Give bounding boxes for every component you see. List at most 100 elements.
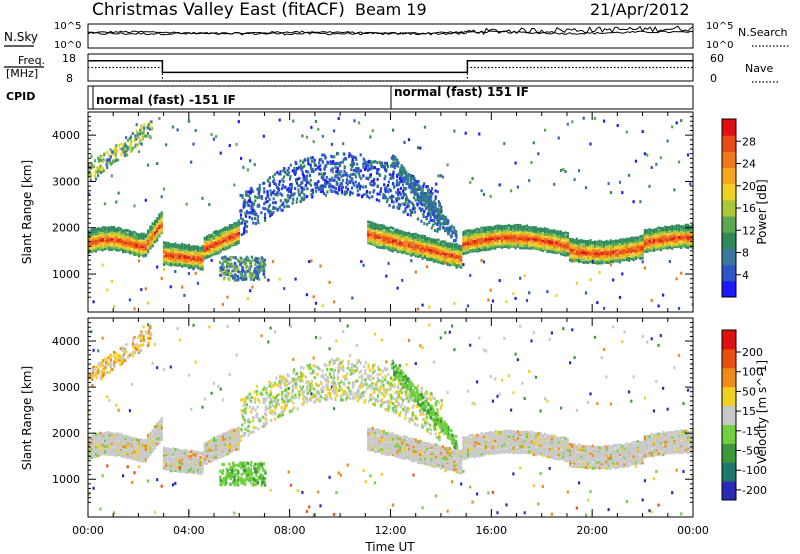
data-point bbox=[203, 244, 206, 248]
data-point bbox=[158, 434, 161, 437]
data-point bbox=[421, 191, 424, 195]
data-point bbox=[373, 228, 377, 232]
data-point bbox=[115, 227, 118, 231]
data-point bbox=[510, 227, 513, 231]
data-point bbox=[268, 181, 271, 185]
data-point bbox=[206, 243, 209, 247]
data-point bbox=[108, 431, 111, 435]
data-point bbox=[110, 228, 113, 232]
data-point bbox=[206, 458, 209, 462]
data-point bbox=[97, 156, 100, 160]
data-point bbox=[435, 249, 438, 253]
data-point bbox=[399, 203, 402, 207]
data-point bbox=[331, 155, 334, 159]
data-point bbox=[673, 233, 676, 237]
data-point bbox=[319, 264, 322, 268]
data-point bbox=[528, 244, 531, 248]
data-point bbox=[176, 263, 179, 267]
data-point bbox=[460, 258, 463, 262]
data-point bbox=[215, 246, 218, 250]
data-point bbox=[390, 198, 393, 202]
data-point bbox=[133, 307, 136, 311]
data-point bbox=[409, 176, 412, 180]
data-point bbox=[131, 233, 134, 236]
data-point bbox=[224, 238, 227, 242]
data-point bbox=[510, 244, 513, 248]
data-point bbox=[92, 452, 95, 456]
data-point bbox=[471, 236, 474, 240]
data-point bbox=[208, 234, 211, 238]
data-point bbox=[423, 242, 426, 246]
data-point bbox=[106, 288, 109, 292]
data-point bbox=[212, 236, 215, 240]
data-point bbox=[273, 178, 276, 182]
data-point bbox=[149, 120, 152, 124]
data-point bbox=[279, 192, 282, 196]
data-point bbox=[430, 226, 433, 230]
data-point bbox=[153, 342, 156, 346]
data-point bbox=[675, 228, 678, 232]
data-point bbox=[593, 256, 597, 260]
data-point bbox=[392, 170, 395, 174]
data-point bbox=[646, 238, 649, 242]
data-point bbox=[507, 241, 510, 245]
data-point bbox=[491, 235, 494, 239]
data-point bbox=[469, 180, 472, 184]
data-point bbox=[301, 170, 304, 174]
data-point bbox=[97, 232, 100, 235]
data-point bbox=[589, 252, 592, 256]
data-point bbox=[367, 235, 370, 239]
data-point bbox=[181, 461, 184, 465]
data-point bbox=[113, 147, 116, 151]
data-point bbox=[187, 272, 190, 276]
data-point bbox=[309, 163, 312, 167]
data-point bbox=[242, 231, 245, 235]
data-point bbox=[544, 238, 547, 242]
data-point bbox=[510, 225, 513, 228]
data-point bbox=[371, 195, 374, 199]
data-point bbox=[525, 232, 529, 236]
data-point bbox=[250, 211, 253, 215]
data-point bbox=[446, 255, 449, 259]
data-point bbox=[421, 303, 424, 307]
data-point bbox=[498, 279, 501, 283]
data-point bbox=[160, 228, 163, 232]
data-point bbox=[466, 304, 470, 308]
data-point bbox=[117, 441, 120, 445]
data-point bbox=[402, 166, 405, 170]
data-point bbox=[311, 191, 315, 194]
data-point bbox=[464, 237, 467, 241]
data-point bbox=[446, 258, 449, 262]
data-point bbox=[440, 205, 443, 209]
data-point bbox=[125, 149, 128, 153]
data-point bbox=[149, 432, 152, 436]
data-point bbox=[187, 263, 190, 267]
data-point bbox=[92, 454, 95, 458]
data-point bbox=[92, 246, 95, 250]
data-point bbox=[110, 244, 113, 247]
data-point bbox=[212, 241, 215, 244]
data-point bbox=[162, 263, 166, 267]
data-point bbox=[97, 436, 100, 440]
data-point bbox=[110, 174, 113, 178]
data-point bbox=[505, 242, 508, 246]
data-point bbox=[400, 179, 403, 183]
data-point bbox=[612, 250, 615, 254]
data-point bbox=[171, 483, 175, 487]
data-point bbox=[239, 276, 242, 280]
data-point bbox=[329, 178, 332, 182]
data-point bbox=[160, 214, 163, 218]
data-point bbox=[378, 224, 381, 228]
data-point bbox=[662, 239, 665, 243]
data-point bbox=[530, 246, 533, 250]
data-point bbox=[457, 249, 460, 253]
data-point bbox=[92, 348, 95, 352]
data-point bbox=[401, 233, 404, 236]
data-point bbox=[564, 248, 567, 251]
data-point bbox=[183, 456, 186, 460]
data-point bbox=[580, 249, 583, 253]
data-point bbox=[119, 443, 122, 447]
data-point bbox=[133, 244, 136, 248]
data-point bbox=[423, 196, 426, 200]
